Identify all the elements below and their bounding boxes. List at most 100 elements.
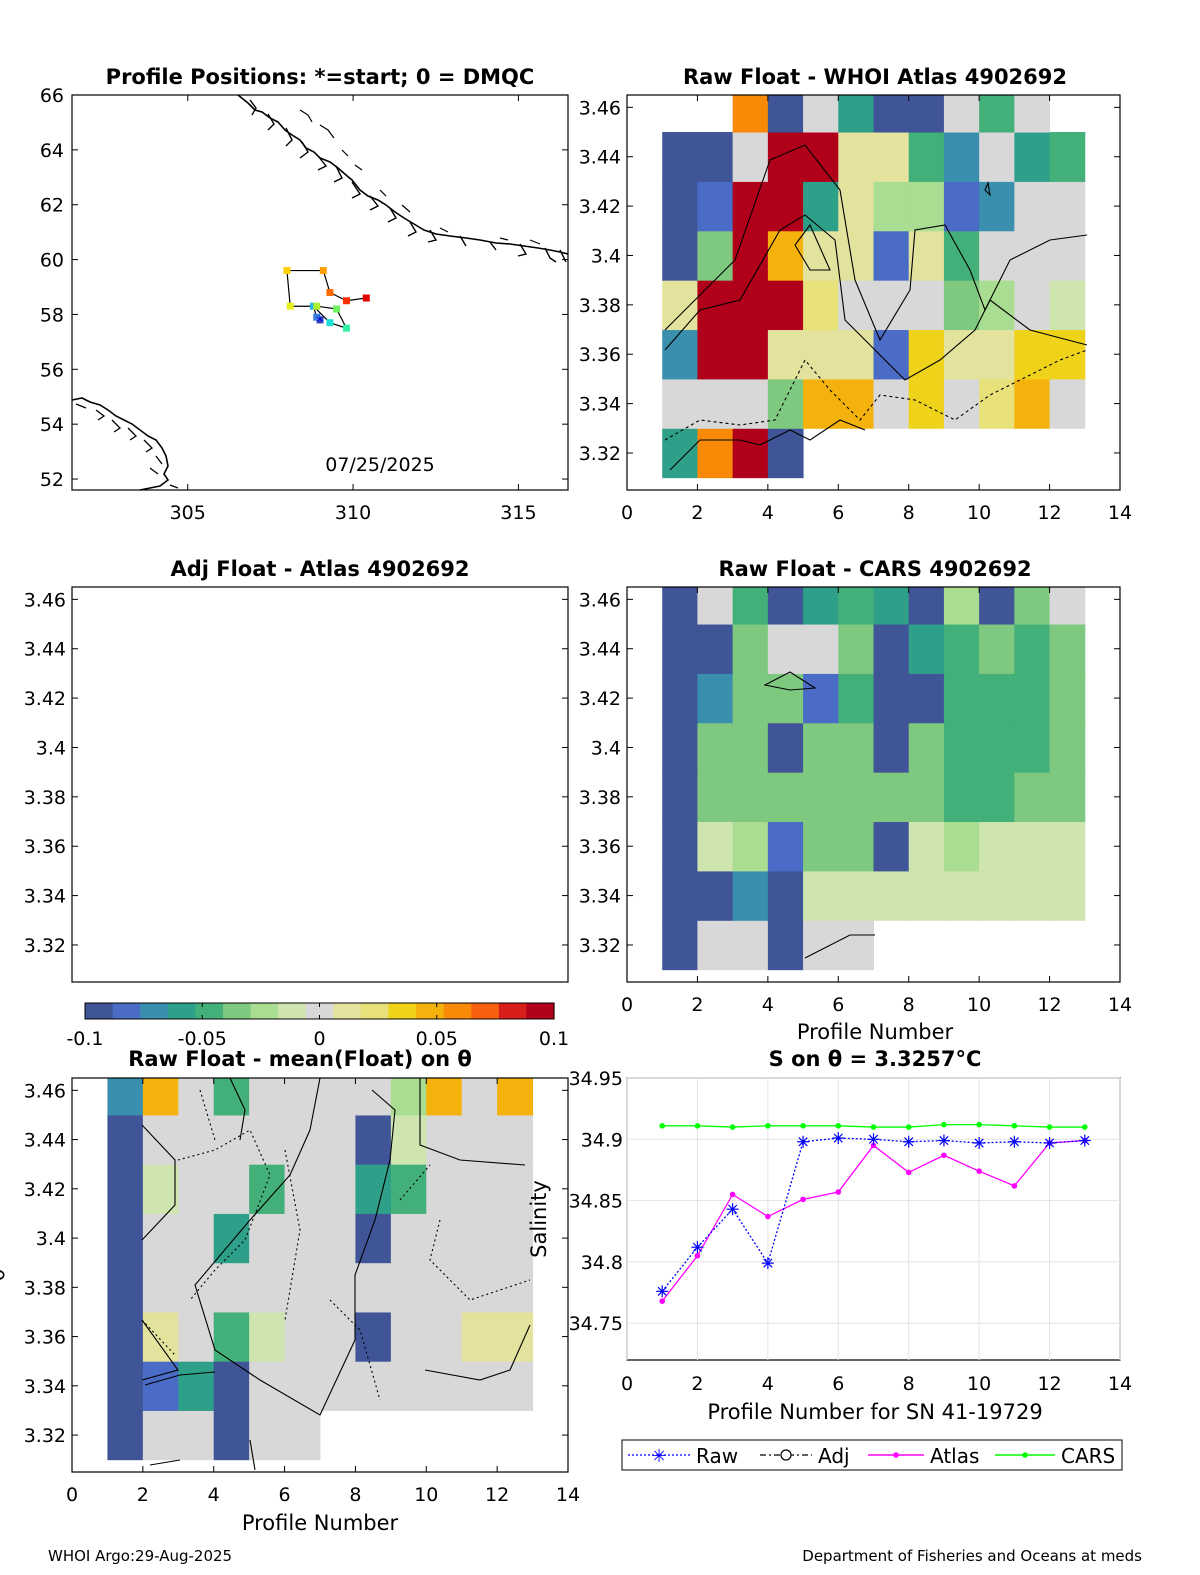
atlas-cell — [732, 181, 769, 232]
mean-cell — [213, 1361, 250, 1411]
y-tick-label: 3.4 — [591, 245, 621, 267]
mean-cell — [249, 1114, 286, 1165]
y-tick-label: 3.36 — [579, 836, 621, 858]
series-cars-point — [1046, 1124, 1053, 1130]
series-raw-point — [656, 1285, 669, 1298]
mean-cell — [213, 1078, 250, 1116]
x-tick-label: 4 — [762, 502, 774, 524]
cars-cell — [1049, 673, 1086, 724]
greenland-coastline — [237, 94, 569, 263]
mean-cell — [390, 1361, 427, 1411]
cars-cell — [697, 587, 734, 625]
mean-cell — [142, 1114, 179, 1165]
cars-cell — [662, 920, 698, 971]
series-cars-point — [765, 1123, 771, 1129]
x-tick-label: 4 — [208, 1484, 220, 1506]
atlas-cell — [1014, 329, 1051, 380]
atlas-cell — [662, 132, 698, 182]
atlas-cell — [979, 95, 1015, 133]
cars-cell — [908, 722, 945, 773]
cars-cell — [662, 772, 698, 823]
atlas-cell — [662, 378, 698, 429]
atlas-cell — [662, 181, 698, 232]
atlas-cell — [732, 329, 769, 380]
mean-cell — [107, 1311, 144, 1362]
atlas-cell — [1049, 280, 1086, 331]
mean-cell — [497, 1262, 534, 1313]
mean-title: Raw Float - mean(Float) on θ — [128, 1047, 472, 1071]
cars-cell — [697, 722, 734, 773]
atlas-cell — [697, 181, 734, 232]
profile-marker — [342, 297, 350, 305]
atlas-cell — [873, 230, 910, 281]
cars-cell — [1049, 772, 1086, 823]
mean-cell — [107, 1164, 144, 1214]
atlas-cell — [1014, 378, 1051, 429]
mean-cell — [461, 1361, 498, 1411]
mean-cell — [320, 1114, 356, 1165]
cars-heatmap-cells — [662, 587, 1086, 971]
colorbar-tick-label: 0.1 — [539, 1028, 569, 1050]
series-cars-point — [976, 1121, 982, 1128]
sal-x-tick-label: 14 — [1108, 1373, 1132, 1395]
mean-cell — [461, 1114, 498, 1165]
x-tick-label: 2 — [137, 1484, 149, 1506]
map-axis-ticks: 305 310 315 52 54 56 58 60 62 64 66 — [40, 85, 568, 524]
x-tick-label: 6 — [832, 502, 844, 524]
mean-cell — [142, 1164, 179, 1214]
sal-x-tick-label: 12 — [1037, 1373, 1061, 1395]
mean-cell — [320, 1078, 356, 1116]
sal-y-tick-label: 34.8 — [581, 1252, 623, 1274]
cars-cell — [732, 821, 769, 872]
y-tick-label: 3.46 — [579, 589, 621, 611]
mean-cell — [355, 1078, 392, 1116]
cars-cell — [943, 821, 980, 872]
atlas-cell — [979, 329, 1015, 380]
series-cars-point — [941, 1121, 947, 1128]
sal-y-tick-label: 34.95 — [569, 1068, 623, 1090]
cars-cell — [908, 870, 945, 921]
salinity-series — [656, 1121, 1091, 1304]
atlas-cell — [697, 428, 734, 479]
series-cars-point — [870, 1124, 877, 1130]
atlas-cell — [873, 280, 910, 331]
series-raw-point — [902, 1135, 915, 1148]
atlas-cell — [732, 378, 769, 429]
series-atlas-point — [659, 1298, 666, 1304]
cars-cell — [803, 587, 839, 625]
cars-cell — [732, 722, 769, 773]
cars-axis-ticks: 3.32 3.34 3.36 3.38 3.4 3.42 3.44 3.46 0 2 4 6 8 10 12… — [579, 587, 1132, 1016]
legend-adj-label: Adj — [818, 1444, 850, 1468]
legend-cars-marker — [1022, 1452, 1028, 1458]
cars-cell — [767, 587, 804, 625]
map-x-tick-label: 315 — [500, 502, 536, 524]
atlas-title: Raw Float - WHOI Atlas 4902692 — [683, 65, 1067, 89]
mean-cell — [178, 1114, 215, 1165]
x-tick-label: 8 — [903, 502, 915, 524]
atlas-cell — [979, 230, 1015, 281]
atlas-cell — [838, 181, 874, 232]
mean-cell — [213, 1311, 250, 1362]
atlas-cell — [943, 378, 980, 429]
salinity-panel: S on θ = 3.3257°C 0 2 4 6 8 10 12 14 34.75 34.8 34… — [527, 1047, 1132, 1471]
colorbar-swatch — [333, 1003, 362, 1019]
profile-marker — [362, 294, 370, 302]
y-tick-label: 3.38 — [579, 787, 621, 809]
mean-cell — [461, 1213, 498, 1264]
cars-cell — [979, 821, 1015, 872]
mean-cell — [284, 1311, 321, 1362]
atlas-cell — [908, 329, 945, 380]
atlas-cell — [662, 428, 698, 479]
sal-y-tick-label: 34.85 — [569, 1191, 623, 1213]
map-date-label: 07/25/2025 — [325, 454, 435, 476]
cars-cell — [1049, 722, 1086, 773]
atlas-cell — [1049, 329, 1086, 380]
colorbar-tick-label: -0.05 — [178, 1028, 227, 1050]
cars-cell — [803, 673, 839, 724]
mean-contours — [141, 1077, 531, 1471]
atlas-cell — [908, 378, 945, 429]
y-tick-label: 3.42 — [579, 688, 621, 710]
mean-cell — [497, 1361, 534, 1411]
mean-cell — [355, 1114, 392, 1165]
mean-cell — [426, 1311, 463, 1362]
